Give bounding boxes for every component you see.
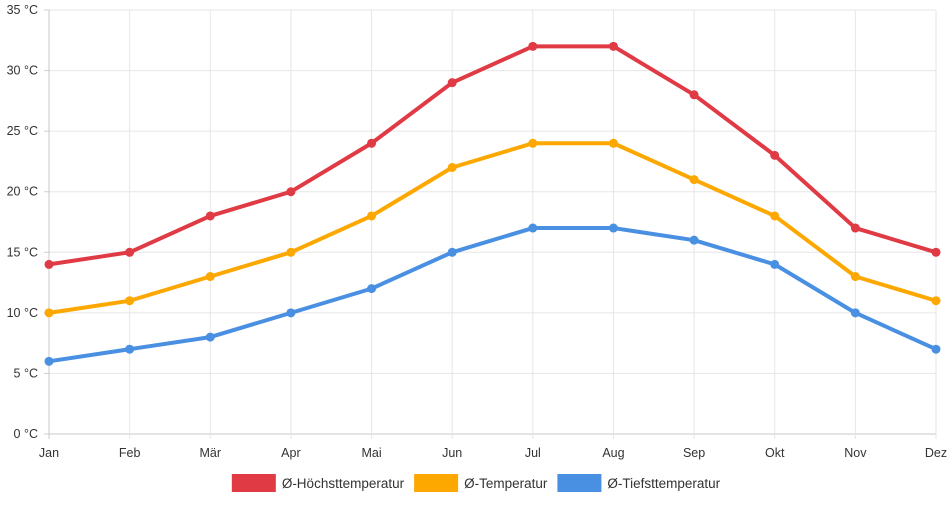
y-tick-label: 30 °C: [7, 64, 38, 78]
data-point[interactable]: [125, 296, 135, 306]
data-point[interactable]: [528, 41, 538, 51]
data-point[interactable]: [689, 235, 699, 245]
data-point[interactable]: [447, 78, 457, 88]
y-tick-label: 0 °C: [14, 427, 38, 441]
data-point[interactable]: [367, 211, 377, 221]
y-tick-label: 10 °C: [7, 306, 38, 320]
axes: 0 °C 5 °C 10 °C 15 °C 20 °C 25 °C 30 °C 35 °C Ja…: [7, 3, 948, 460]
data-point[interactable]: [44, 356, 54, 366]
data-point[interactable]: [850, 223, 860, 233]
legend-item[interactable]: Ø-Tiefsttemperatur: [557, 474, 721, 492]
series-3: [44, 223, 941, 366]
data-point[interactable]: [850, 308, 860, 318]
data-point[interactable]: [931, 296, 941, 306]
data-point[interactable]: [125, 344, 135, 354]
data-point[interactable]: [770, 259, 780, 269]
data-point[interactable]: [528, 138, 538, 148]
data-point[interactable]: [689, 90, 699, 100]
data-point[interactable]: [931, 344, 941, 354]
y-tick-label: 35 °C: [7, 3, 38, 17]
data-point[interactable]: [447, 247, 457, 257]
data-point[interactable]: [770, 211, 780, 221]
legend-label: Ø-Temperatur: [464, 476, 548, 491]
x-tick-label: Sep: [683, 446, 705, 460]
x-tick-label: Jun: [442, 446, 462, 460]
legend: Ø-Höchsttemperatur Ø-Temperatur Ø-Tiefstte…: [231, 474, 721, 492]
legend-label: Ø-Tiefsttemperatur: [607, 476, 720, 491]
legend-item[interactable]: Ø-Temperatur: [414, 474, 548, 492]
data-point[interactable]: [44, 259, 54, 269]
data-point[interactable]: [367, 138, 377, 148]
x-tick-label: Jan: [39, 446, 59, 460]
x-tick-label: Dez: [925, 446, 947, 460]
data-point[interactable]: [286, 308, 296, 318]
data-point[interactable]: [608, 223, 618, 233]
x-tick-label: Mär: [200, 446, 222, 460]
grid: [44, 9, 937, 439]
x-tick-label: Feb: [119, 446, 141, 460]
y-tick-label: 20 °C: [7, 185, 38, 199]
data-point[interactable]: [608, 138, 618, 148]
data-point[interactable]: [367, 284, 377, 294]
data-point[interactable]: [44, 308, 54, 318]
y-tick-label: 25 °C: [7, 124, 38, 138]
series-lines: [44, 41, 941, 366]
legend-label: Ø-Höchsttemperatur: [282, 476, 405, 491]
legend-item[interactable]: Ø-Höchsttemperatur: [231, 474, 405, 492]
data-point[interactable]: [447, 162, 457, 172]
legend-swatch: [557, 474, 602, 492]
data-point[interactable]: [528, 223, 538, 233]
data-point[interactable]: [205, 272, 215, 282]
x-tick-label: Jul: [525, 446, 541, 460]
data-point[interactable]: [286, 247, 296, 257]
x-tick-label: Aug: [602, 446, 624, 460]
x-tick-label: Mai: [361, 446, 381, 460]
series-2: [44, 138, 941, 318]
data-point[interactable]: [286, 187, 296, 197]
x-tick-label: Apr: [281, 446, 300, 460]
series-1: [44, 41, 941, 269]
legend-swatch: [231, 474, 276, 492]
data-point[interactable]: [125, 247, 135, 257]
series-line: [47, 226, 938, 364]
data-point[interactable]: [608, 41, 618, 51]
data-point[interactable]: [205, 211, 215, 221]
data-point[interactable]: [931, 247, 941, 257]
series-line: [47, 44, 938, 267]
x-tick-label: Nov: [844, 446, 867, 460]
x-tick-label: Okt: [765, 446, 785, 460]
data-point[interactable]: [689, 175, 699, 185]
y-tick-label: 15 °C: [7, 245, 38, 259]
legend-swatch: [414, 474, 459, 492]
y-tick-label: 5 °C: [14, 366, 38, 380]
data-point[interactable]: [850, 272, 860, 282]
data-point[interactable]: [205, 332, 215, 342]
series-line: [47, 141, 938, 315]
data-point[interactable]: [770, 150, 780, 160]
